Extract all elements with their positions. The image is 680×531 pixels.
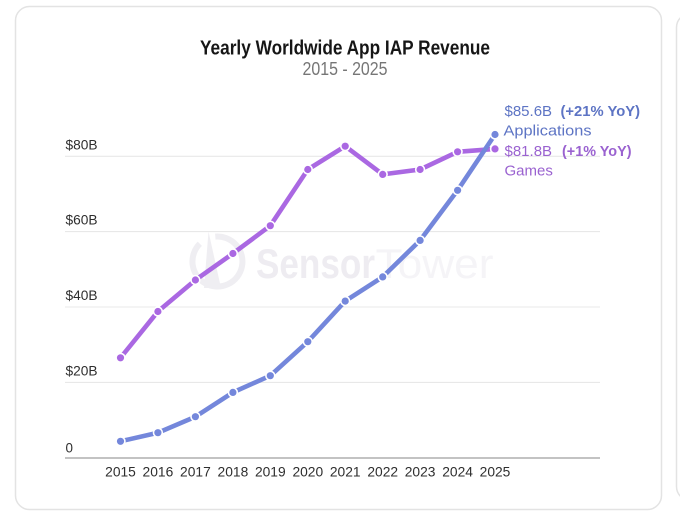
- svg-text:2022: 2022: [367, 465, 398, 480]
- svg-text:2024: 2024: [442, 465, 473, 480]
- svg-text:Applications: Applications: [504, 122, 592, 139]
- svg-text:(+21% YoY): (+21% YoY): [561, 103, 641, 120]
- svg-text:$81.8B: $81.8B: [505, 143, 553, 160]
- svg-text:2017: 2017: [180, 465, 211, 480]
- svg-text:2023: 2023: [405, 465, 436, 480]
- svg-text:$80B: $80B: [66, 137, 98, 152]
- svg-text:$85.6B: $85.6B: [505, 103, 553, 120]
- svg-text:0: 0: [66, 440, 73, 455]
- svg-text:Games: Games: [505, 163, 553, 180]
- svg-text:2019: 2019: [255, 465, 286, 480]
- svg-text:2020: 2020: [292, 465, 323, 480]
- svg-text:$20B: $20B: [66, 363, 98, 378]
- svg-text:2015 - 2025: 2015 - 2025: [303, 58, 388, 79]
- svg-text:2016: 2016: [143, 465, 174, 480]
- svg-text:Yearly Worldwide App IAP Reven: Yearly Worldwide App IAP Revenue: [200, 38, 490, 60]
- svg-text:2021: 2021: [330, 465, 361, 480]
- svg-text:$40B: $40B: [66, 288, 98, 303]
- svg-text:2018: 2018: [218, 465, 249, 480]
- svg-text:$60B: $60B: [66, 213, 98, 228]
- svg-text:Sensor: Sensor: [256, 240, 375, 287]
- svg-text:2015: 2015: [105, 465, 136, 480]
- svg-text:2025: 2025: [480, 465, 511, 480]
- svg-text:(+1% YoY): (+1% YoY): [562, 143, 632, 160]
